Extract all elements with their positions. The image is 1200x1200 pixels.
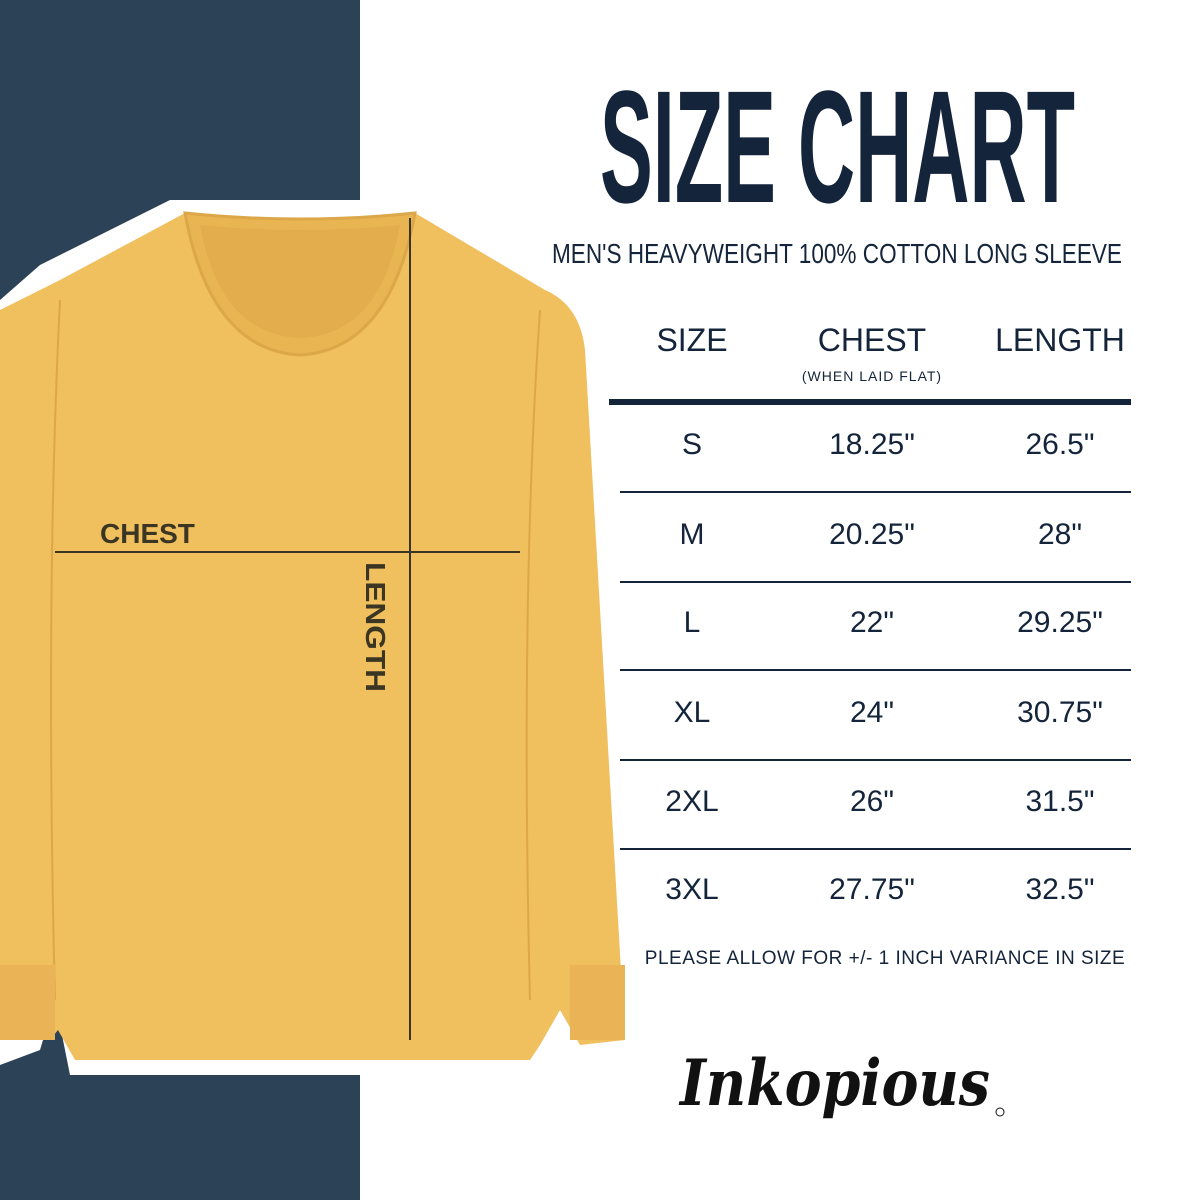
cell-length: 26.5" xyxy=(1025,428,1095,461)
svg-text:MEN'S HEAVYWEIGHT 100% COTTON: MEN'S HEAVYWEIGHT 100% COTTON LONG SLEEV… xyxy=(552,238,1122,269)
cell-length: 29.25" xyxy=(1017,606,1103,639)
chest-label: CHEST xyxy=(100,518,195,549)
variance-note: PLEASE ALLOW FOR +/- 1 INCH VARIANCE IN … xyxy=(644,948,1126,969)
row-divider xyxy=(620,759,1131,761)
cell-size: L xyxy=(683,606,701,639)
header-divider xyxy=(609,399,1131,405)
cell-size: XL xyxy=(673,696,711,729)
shirt-image xyxy=(0,211,625,1060)
cell-chest: 26" xyxy=(849,785,895,818)
length-label-wrap: LENGTH xyxy=(360,562,391,692)
cell-chest: 27.75" xyxy=(829,873,915,906)
cell-length: 31.5" xyxy=(1025,785,1095,818)
cell-length: 32.5" xyxy=(1025,873,1095,906)
header-size: SIZE xyxy=(656,322,728,358)
neck-opening xyxy=(200,225,400,338)
cell-size: 3XL xyxy=(665,873,719,906)
cell-chest: 18.25" xyxy=(829,428,915,461)
row-divider xyxy=(620,581,1131,583)
product-subtitle: MEN'S HEAVYWEIGHT 100% COTTON LONG SLEEV… xyxy=(552,238,1122,269)
header-chest-note: (WHEN LAID FLAT) xyxy=(801,368,943,384)
cell-length: 30.75" xyxy=(1017,696,1103,729)
cell-size: M xyxy=(679,518,705,551)
cell-length: 28" xyxy=(1037,518,1083,551)
row-divider xyxy=(620,669,1131,671)
row-divider xyxy=(620,491,1131,493)
cell-chest: 20.25" xyxy=(829,518,915,551)
svg-text:SIZE CHART: SIZE CHART xyxy=(600,80,1075,210)
length-label: LENGTH xyxy=(360,562,391,692)
page-title: SIZE CHART xyxy=(600,80,1075,210)
header-chest: CHEST xyxy=(817,322,927,358)
cell-chest: 24" xyxy=(849,696,895,729)
shirt-body xyxy=(0,213,625,1060)
cell-size: 2XL xyxy=(665,785,719,818)
cell-chest: 22" xyxy=(849,606,895,639)
brand-logo: Inkopious xyxy=(678,1046,1005,1121)
svg-text:Inkopious: Inkopious xyxy=(678,1046,990,1121)
cell-size: S xyxy=(681,428,702,461)
header-length: LENGTH xyxy=(995,322,1125,358)
row-divider xyxy=(620,848,1131,850)
